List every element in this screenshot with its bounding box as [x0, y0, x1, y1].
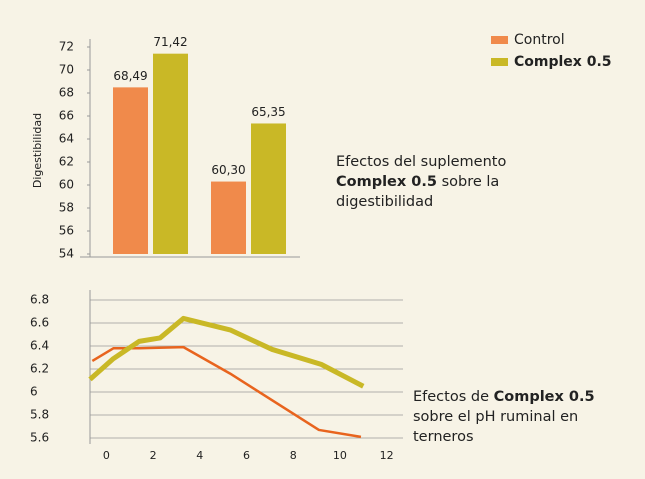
legend-label: Complex 0.5: [514, 54, 612, 70]
bar: [153, 53, 188, 254]
y-tick-label: 5.6: [30, 431, 49, 445]
x-tick-label: 10: [333, 449, 347, 462]
value-label: 65,35: [251, 105, 285, 119]
y-tick-label: 64: [59, 132, 74, 146]
value-label: 60,30: [211, 163, 245, 177]
y-tick-label: 66: [59, 109, 74, 123]
y-tick-label: 5.8: [30, 408, 49, 422]
y-tick-label: 68: [59, 86, 74, 100]
value-label: 71,42: [153, 35, 187, 49]
annotation-text: sobre la digestibilidad: [336, 174, 500, 210]
annotation: Efectos de Complex 0.5 sobre el pH rumin…: [413, 387, 618, 447]
x-tick-label: 4: [196, 449, 203, 462]
y-tick-label: 6.4: [30, 339, 49, 353]
y-tick-label: 56: [59, 224, 74, 238]
x-tick-label: 8: [290, 449, 297, 462]
y-tick-label: 58: [59, 201, 74, 215]
y-tick-label: 60: [59, 178, 74, 192]
x-tick-label: 0: [103, 449, 110, 462]
value-label: 68,49: [113, 69, 147, 83]
y-tick-label: 72: [59, 40, 74, 54]
legend-swatch: [491, 36, 508, 44]
annotation-text: Efectos del suplemento: [336, 154, 507, 170]
y-tick-label: 6: [30, 385, 38, 399]
bar: [251, 123, 286, 254]
annotation-bold: Complex 0.5: [493, 389, 595, 405]
x-tick-label: 12: [380, 449, 394, 462]
annotation-bold: Complex 0.5: [336, 174, 437, 190]
annotation-text: Efectos de: [413, 389, 494, 405]
bar: [211, 181, 246, 254]
y-tick-label: 6.8: [30, 293, 49, 307]
y-tick-label: 6.6: [30, 316, 49, 330]
y-tick-label: 54: [59, 247, 74, 261]
legend-swatch: [491, 58, 508, 66]
y-tick-label: 62: [59, 155, 74, 169]
line: [88, 315, 365, 389]
annotation-text: sobre el pH ruminal en terneros: [413, 409, 579, 445]
y-tick-label: 70: [59, 63, 74, 77]
line: [91, 345, 362, 439]
y-axis-label: Digestibilidad: [31, 113, 44, 188]
x-tick-label: 6: [243, 449, 250, 462]
annotation: Efectos del suplemento Complex 0.5 sobre…: [336, 152, 526, 212]
x-tick-label: 2: [150, 449, 157, 462]
bar: [113, 87, 148, 255]
legend-label: Control: [514, 32, 565, 48]
y-tick-label: 6.2: [30, 362, 49, 376]
